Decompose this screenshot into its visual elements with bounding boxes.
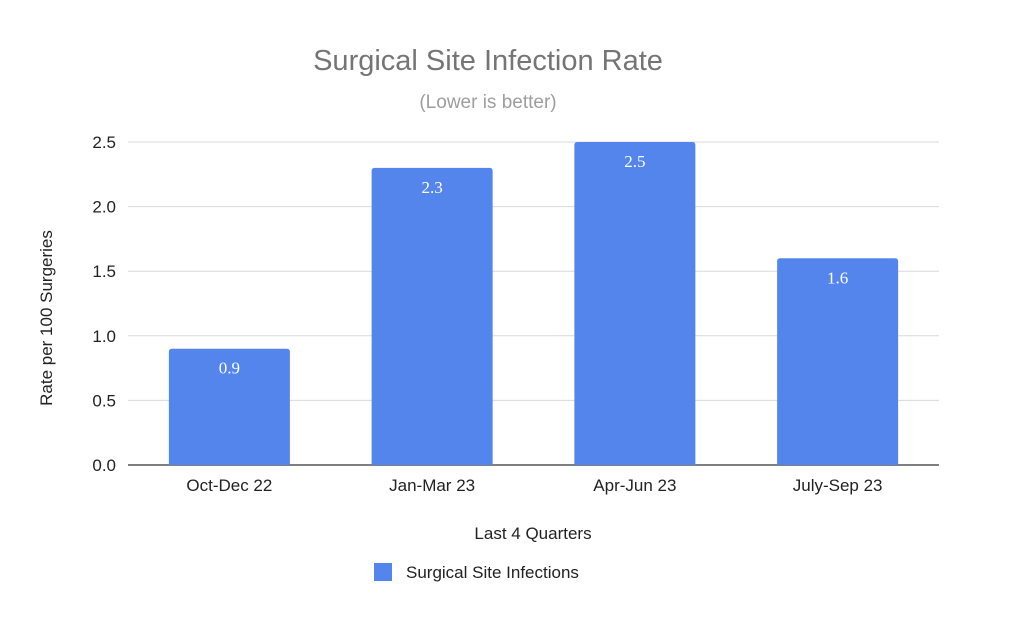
- bar: [574, 142, 696, 465]
- x-tick-label: Jan-Mar 23: [389, 476, 475, 495]
- x-axis-label: Last 4 Quarters: [474, 524, 591, 543]
- x-tick-label: Apr-Jun 23: [593, 476, 676, 495]
- y-axis-label: Rate per 100 Surgeries: [37, 230, 56, 406]
- legend-swatch: [374, 563, 392, 581]
- y-axis-ticks: 0.0 0.5 1.0 1.5 2.0 2.5: [92, 133, 116, 475]
- bar: [168, 348, 290, 465]
- y-tick-label: 0.5: [92, 391, 116, 410]
- chart-subtitle: (Lower is better): [419, 92, 556, 113]
- data-label: 1.6: [827, 268, 848, 287]
- data-label: 2.5: [624, 152, 645, 171]
- x-tick-label: Oct-Dec 22: [186, 476, 272, 495]
- data-labels: 0.9 2.3 2.5 1.6: [219, 152, 849, 378]
- bars: [168, 142, 899, 465]
- y-tick-label: 1.0: [92, 327, 116, 346]
- data-label: 0.9: [219, 359, 240, 378]
- legend-label: Surgical Site Infections: [406, 563, 579, 582]
- x-axis-ticks: Oct-Dec 22 Jan-Mar 23 Apr-Jun 23 July-Sep 2…: [186, 476, 882, 495]
- data-label: 2.3: [422, 178, 443, 197]
- bar: [371, 167, 493, 465]
- legend: Surgical Site Infections: [374, 563, 579, 582]
- y-tick-label: 2.0: [92, 198, 116, 217]
- bar: [777, 258, 899, 465]
- x-tick-label: July-Sep 23: [793, 476, 883, 495]
- y-tick-label: 1.5: [92, 262, 116, 281]
- y-tick-label: 2.5: [92, 133, 116, 152]
- chart-title: Surgical Site Infection Rate: [313, 45, 663, 77]
- y-tick-label: 0.0: [92, 456, 116, 475]
